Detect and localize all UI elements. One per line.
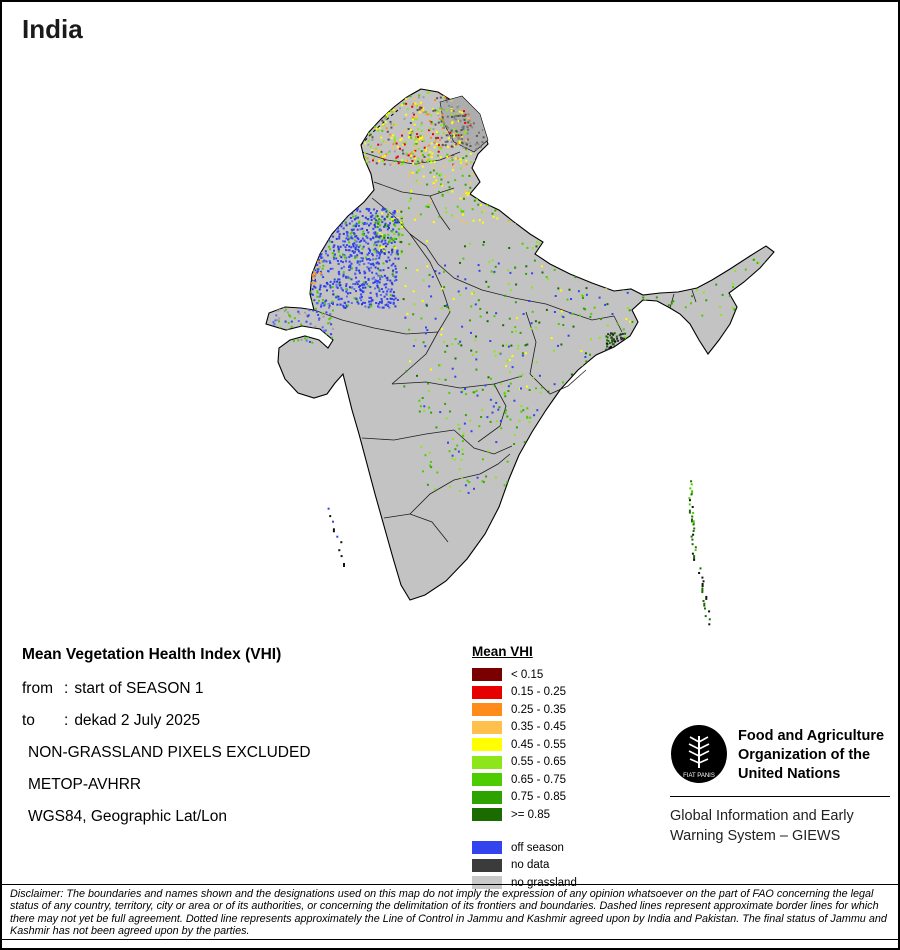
info-line-value: dekad 2 July 2025: [74, 712, 201, 729]
legend-row: off season: [472, 841, 577, 854]
legend-label: 0.35 - 0.45: [511, 721, 566, 733]
legend-row: < 0.15: [472, 668, 577, 681]
info-heading: Mean Vegetation Health Index (VHI): [22, 646, 282, 663]
svg-text:FIAT PANIS: FIAT PANIS: [683, 773, 715, 779]
info-line: NON-GRASSLAND PIXELS EXCLUDED: [22, 744, 311, 762]
giews-name: Global Information and Early Warning Syst…: [670, 806, 890, 846]
legend-swatch: [472, 755, 502, 769]
legend-label: 0.15 - 0.25: [511, 686, 566, 698]
info-line: from: start of SEASON 1: [22, 680, 311, 698]
disclaimer: Disclaimer: The boundaries and names sho…: [10, 888, 887, 938]
info-line-value: WGS84, Geographic Lat/Lon: [28, 808, 228, 825]
legend-label: off season: [511, 841, 564, 854]
legend-swatch: [472, 685, 502, 699]
island-pixels: [327, 480, 711, 626]
fao-org-line: Organization of the: [738, 747, 871, 763]
fao-org-name: Food and Agriculture Organization of the U…: [738, 724, 884, 784]
legend-swatch: [472, 668, 502, 681]
disclaimer-separator: [2, 884, 898, 885]
info-line-label: to: [22, 712, 35, 729]
legend-row: no grassland: [472, 876, 577, 889]
legend-swatch: [472, 858, 502, 872]
legend-swatch: [472, 841, 502, 854]
fao-org-line: United Nations: [738, 766, 841, 782]
legend-label: no grassland: [511, 876, 577, 889]
legend-row: 0.75 - 0.85: [472, 790, 577, 804]
legend-label: 0.45 - 0.55: [511, 738, 566, 751]
info-line: METOP-AVHRR: [22, 776, 311, 794]
line-of-control-dashed: [360, 109, 399, 146]
legend-label: 0.65 - 0.75: [511, 773, 566, 786]
info-lines: from: start of SEASON 1 to: dekad 2 July 2…: [22, 680, 311, 826]
legend-row: 0.25 - 0.35: [472, 703, 577, 716]
india-landmass: [265, 88, 775, 601]
page-title: India: [22, 14, 83, 44]
fao-block: FIAT PANIS Food and Agriculture Organizat…: [670, 724, 890, 846]
legend: Mean VHI < 0.15 0.15 - 0.25 0.25 - 0.35: [472, 644, 577, 894]
fao-divider: [670, 796, 890, 797]
legend-label: 0.55 - 0.65: [511, 756, 566, 768]
legend-class-rows: < 0.15 0.15 - 0.25 0.25 - 0.35 0.35 - 0.…: [472, 668, 577, 821]
info-line: to: dekad 2 July 2025: [22, 712, 311, 730]
info-line-label: from: [22, 680, 53, 697]
legend-label: >= 0.85: [511, 808, 551, 821]
fao-org-line: Food and Agriculture: [738, 728, 885, 744]
legend-row: 0.55 - 0.65: [472, 755, 577, 769]
legend-swatch: [472, 790, 502, 804]
legend-row: 0.45 - 0.55: [472, 738, 577, 751]
info-line: WGS84, Geographic Lat/Lon: [22, 808, 311, 826]
fao-logo-icon: FIAT PANIS: [671, 725, 727, 783]
legend-row: 0.35 - 0.45: [472, 720, 577, 734]
giews-line: Warning System – GIEWS: [670, 828, 841, 844]
legend-label: 0.75 - 0.85: [511, 791, 566, 803]
info-line-colon: :: [64, 712, 69, 729]
info-line-value: NON-GRASSLAND PIXELS EXCLUDED: [28, 744, 311, 761]
legend-label: < 0.15: [511, 668, 544, 681]
info-line-value: start of SEASON 1: [74, 680, 204, 697]
legend-row: 0.15 - 0.25: [472, 685, 577, 699]
bottom-rule: [2, 939, 898, 940]
legend-swatch: [472, 703, 502, 716]
map-info: Mean Vegetation Health Index (VHI) from:…: [22, 646, 311, 840]
legend-swatch: [472, 720, 502, 734]
legend-swatch: [472, 808, 502, 821]
legend-swatch: [472, 773, 502, 786]
legend-label: no data: [511, 859, 550, 871]
legend-extra-rows: off season no data no grassland: [472, 841, 577, 889]
legend-label: 0.25 - 0.35: [511, 703, 566, 716]
legend-row: no data: [472, 858, 577, 872]
info-line-colon: :: [64, 680, 69, 697]
legend-swatch: [472, 876, 502, 889]
legend-row: >= 0.85: [472, 808, 577, 821]
giews-line: Global Information and Early: [670, 808, 854, 824]
legend-swatch: [472, 738, 502, 751]
legend-row: 0.65 - 0.75: [472, 773, 577, 786]
info-line-value: METOP-AVHRR: [28, 776, 142, 793]
legend-title: Mean VHI: [472, 644, 533, 659]
